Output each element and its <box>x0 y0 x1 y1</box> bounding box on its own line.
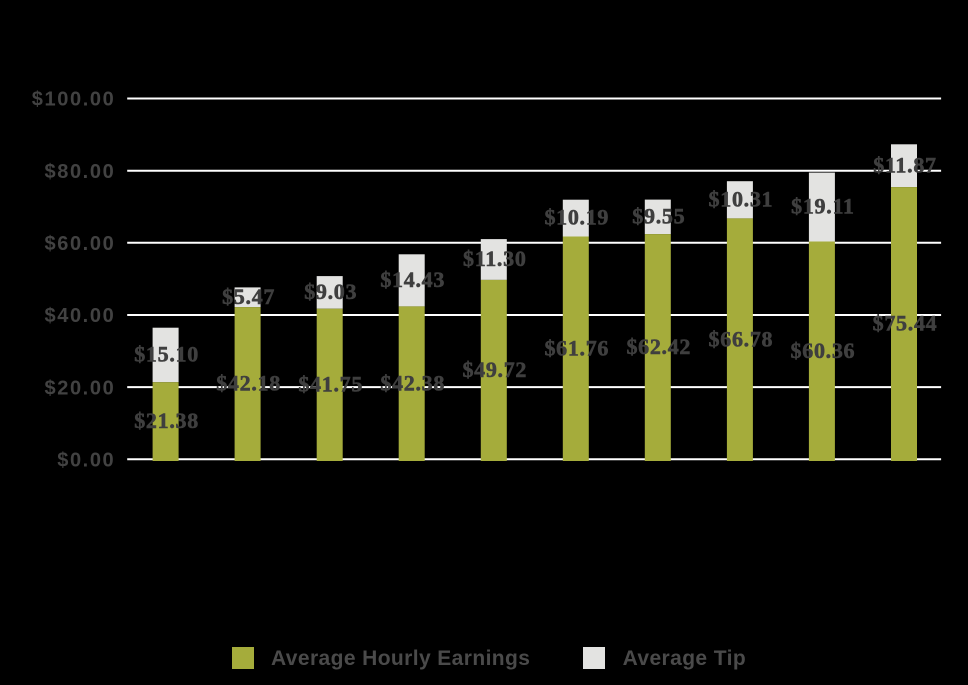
svg-text:$49.72: $49.72 <box>462 357 527 382</box>
svg-text:$60.00: $60.00 <box>45 233 116 255</box>
svg-text:$62.42: $62.42 <box>626 334 691 359</box>
svg-text:Average Hourly Earnings: Average Hourly Earnings <box>271 647 530 670</box>
svg-text:$19.11: $19.11 <box>791 194 855 219</box>
svg-text:$66.78: $66.78 <box>709 326 774 351</box>
svg-text:$11.30: $11.30 <box>463 246 527 271</box>
svg-text:$10.31: $10.31 <box>709 186 774 211</box>
svg-text:$75.44: $75.44 <box>873 311 938 336</box>
svg-text:$42.38: $42.38 <box>380 370 445 395</box>
svg-text:$9.03: $9.03 <box>304 279 357 304</box>
svg-text:$42.18: $42.18 <box>216 371 281 396</box>
svg-text:$100.00: $100.00 <box>32 89 116 111</box>
svg-text:$61.76: $61.76 <box>544 335 609 360</box>
svg-text:$80.00: $80.00 <box>45 161 116 183</box>
svg-text:$10.19: $10.19 <box>544 205 609 230</box>
svg-text:$20.00: $20.00 <box>45 377 116 399</box>
svg-text:$21.38: $21.38 <box>134 408 199 433</box>
svg-text:$5.47: $5.47 <box>222 284 275 309</box>
svg-text:$0.00: $0.00 <box>57 450 115 472</box>
svg-text:$60.36: $60.36 <box>791 338 856 363</box>
svg-text:$40.00: $40.00 <box>45 305 116 327</box>
svg-text:$41.75: $41.75 <box>298 371 363 396</box>
svg-text:$15.10: $15.10 <box>134 342 199 367</box>
svg-text:$9.55: $9.55 <box>632 204 685 229</box>
svg-text:$14.43: $14.43 <box>380 267 445 292</box>
svg-text:$11.87: $11.87 <box>873 152 937 177</box>
svg-text:Average Tip: Average Tip <box>623 647 746 670</box>
